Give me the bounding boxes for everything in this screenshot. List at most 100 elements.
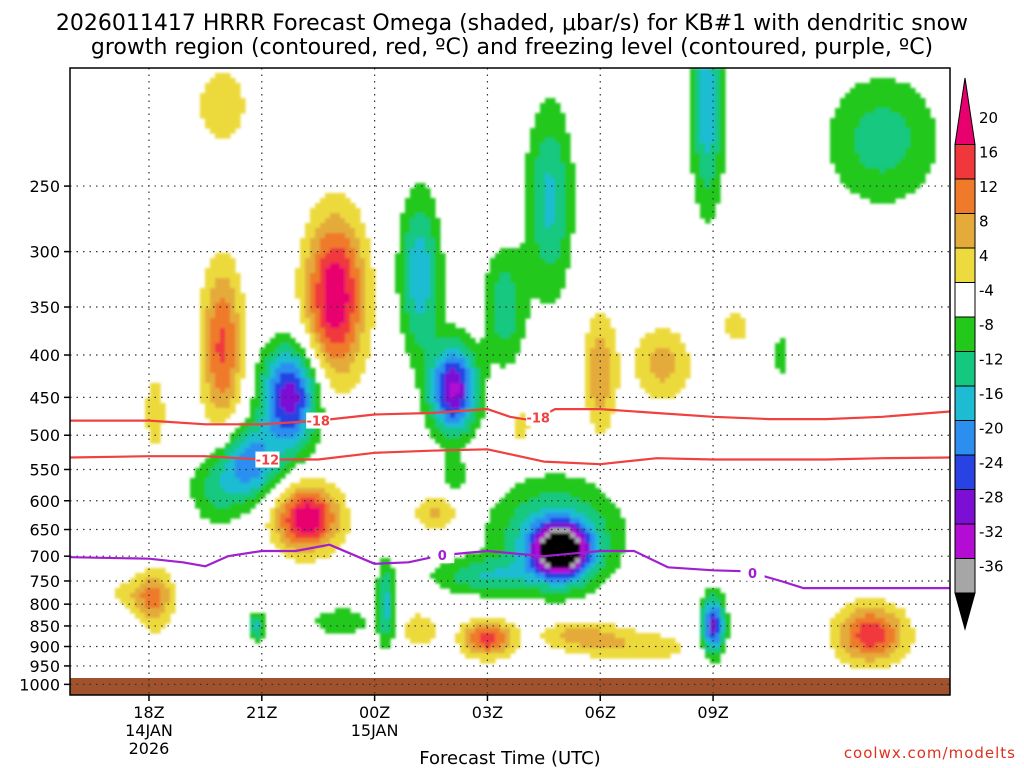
omega-cell (220, 483, 261, 489)
omega-cell (140, 593, 161, 599)
omega-cell (215, 448, 226, 454)
omega-cell (430, 573, 456, 579)
omega-cell (485, 558, 516, 564)
omega-cell (465, 653, 511, 659)
omega-cell (210, 348, 216, 354)
omega-cell (430, 273, 436, 279)
omega-cell (315, 253, 326, 259)
omega-cell (340, 213, 361, 219)
omega-cell (380, 588, 391, 594)
omega-cell (555, 203, 566, 209)
omega-cell (325, 523, 331, 529)
omega-cell (885, 633, 896, 639)
omega-cell (435, 303, 446, 309)
omega-cell (230, 368, 241, 374)
omega-cell (710, 638, 721, 644)
omega-cell (530, 523, 541, 529)
omega-cell (125, 603, 136, 609)
omega-cell (230, 313, 241, 319)
omega-cell (830, 143, 856, 149)
omega-cell (305, 228, 316, 234)
omega-cell (500, 278, 511, 284)
omega-cell (310, 343, 321, 349)
omega-cell (435, 288, 446, 294)
omega-cell (140, 608, 166, 614)
omega-cell (295, 548, 316, 554)
omega-cell (375, 588, 381, 594)
omega-cell (330, 263, 341, 269)
omega-cell (690, 133, 696, 139)
omega-cell (590, 348, 611, 354)
omega-cell (635, 348, 656, 354)
omega-cell (430, 403, 436, 409)
contour-label: -12 (256, 454, 280, 469)
omega-cell (515, 548, 526, 554)
omega-cell (585, 383, 591, 389)
colorbar-segment (954, 213, 976, 249)
omega-cell (400, 308, 406, 314)
omega-cell (460, 568, 496, 574)
omega-cell (565, 583, 586, 589)
omega-cell (535, 223, 546, 229)
omega-cell (475, 393, 481, 399)
omega-cell (270, 378, 281, 384)
omega-cell (835, 653, 851, 659)
omega-cell (895, 633, 901, 639)
omega-cell (265, 343, 281, 349)
omega-cell (830, 133, 856, 139)
omega-cell (405, 348, 426, 354)
omega-cell (160, 603, 166, 609)
omega-cell (310, 408, 316, 414)
omega-cell (700, 638, 706, 644)
omega-cell (440, 583, 471, 589)
omega-cell (220, 298, 226, 304)
omega-cell (235, 358, 241, 364)
omega-cell (425, 243, 436, 249)
omega-cell (495, 303, 516, 309)
omega-cell (160, 613, 171, 619)
omega-cell (350, 318, 361, 324)
omega-cell (300, 428, 306, 434)
omega-cell (290, 523, 296, 529)
omega-cell (470, 423, 481, 429)
omega-cell (495, 633, 506, 639)
omega-cell (555, 208, 566, 214)
omega-cell (720, 148, 726, 154)
omega-cell (595, 343, 606, 349)
y-tick-label: 600 (29, 492, 60, 511)
omega-cell (275, 408, 286, 414)
omega-cell (590, 538, 596, 544)
omega-cell (270, 518, 276, 524)
omega-cell (910, 138, 936, 144)
omega-cell (455, 413, 466, 419)
omega-cell (430, 393, 436, 399)
omega-cell (305, 443, 316, 449)
omega-cell (850, 613, 866, 619)
omega-cell (435, 403, 441, 409)
omega-cell (490, 258, 546, 264)
omega-cell (905, 148, 936, 154)
omega-cell (465, 343, 521, 349)
omega-cell (515, 313, 531, 319)
omega-cell (590, 528, 596, 534)
omega-cell (285, 508, 291, 514)
omega-cell (270, 368, 276, 374)
omega-cell (320, 358, 326, 364)
omega-cell (540, 148, 561, 154)
omega-cell (460, 418, 466, 424)
omega-cell (400, 313, 411, 319)
omega-cell (350, 258, 356, 264)
colorbar-segment (954, 454, 976, 490)
omega-cell (205, 408, 236, 414)
omega-cell (485, 543, 506, 549)
omega-cell (885, 638, 896, 644)
omega-cell (640, 378, 661, 384)
omega-cell (300, 313, 306, 319)
omega-cell (585, 533, 591, 539)
omega-cell (350, 348, 361, 354)
omega-cell (150, 628, 161, 634)
omega-cell (325, 313, 346, 319)
omega-cell (690, 113, 696, 119)
omega-cell (405, 628, 436, 634)
